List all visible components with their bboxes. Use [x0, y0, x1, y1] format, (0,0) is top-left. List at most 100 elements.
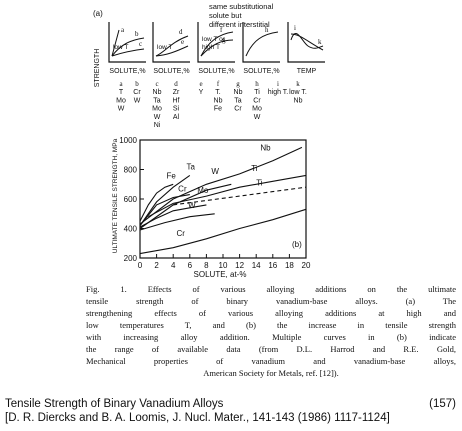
box-axes — [197, 22, 235, 63]
element-symbol: Ti — [254, 89, 260, 96]
column-head: i — [277, 80, 279, 88]
schematic-curve — [111, 37, 145, 57]
element-symbol: low T. — [289, 89, 307, 96]
element-symbol: Ta — [234, 97, 242, 104]
element-symbol: T — [119, 89, 124, 96]
element-symbol: Mo — [252, 106, 262, 113]
column-head: e — [199, 80, 202, 88]
curve-letter: d — [179, 28, 183, 36]
series-line — [139, 208, 307, 255]
curve-label: Ta — [186, 163, 195, 172]
box-note: low T — [113, 44, 128, 51]
panel-a-label: (a) — [93, 9, 103, 18]
x-axis-label: SOLUTE, at-% — [194, 270, 247, 279]
plot-frame — [139, 139, 307, 259]
series-line — [148, 174, 307, 218]
caption-line: American Society for Metals, ref. [12]). — [203, 368, 339, 378]
caption-line: Fig. 1. Effects of various alloying addi… — [86, 284, 456, 294]
element-symbol: W — [118, 106, 125, 113]
curve-label: Cr — [177, 229, 186, 238]
y-tick-label: 800 — [124, 166, 138, 175]
column-head: d — [174, 80, 178, 88]
element-symbol: Hf — [173, 97, 180, 104]
box-x-label: SOLUTE,% — [153, 68, 189, 75]
caption-line: with increasing alloy addition. Multiple… — [86, 332, 456, 342]
box-x-label: SOLUTE,% — [109, 68, 145, 75]
curve-letter: k — [318, 38, 322, 46]
box-note: high T — [202, 44, 220, 51]
series-line — [139, 204, 207, 228]
element-symbol: Cr — [234, 106, 242, 113]
curve-letter: a — [121, 26, 125, 34]
caption-line: Mechanical properties of vanadium and va… — [86, 356, 456, 366]
series-line — [139, 213, 215, 231]
panel-a-ylabel: STRENGTH — [94, 49, 101, 88]
column-head: f — [217, 80, 220, 88]
column-head: a — [119, 80, 123, 88]
schematic-curve — [290, 33, 324, 51]
x-tick-label: 12 — [235, 261, 244, 270]
element-symbol: Mo — [116, 97, 126, 104]
box-axes — [242, 22, 280, 63]
box-note: low T — [157, 44, 172, 51]
curve-letter: h — [265, 26, 269, 34]
schematic-curve — [200, 39, 234, 57]
caption-line: strengthening effects of various alloyin… — [86, 308, 456, 318]
column-head: c — [155, 80, 158, 88]
y-tick-label: 1000 — [119, 136, 137, 145]
element-symbol: Mo — [152, 106, 162, 113]
column-head: g — [236, 80, 240, 88]
element-symbol: W — [134, 97, 141, 104]
schematic-curve — [155, 35, 189, 57]
box-axes — [287, 22, 325, 63]
element-symbol: Zr — [173, 89, 180, 96]
x-tick-label: 8 — [204, 261, 209, 270]
schematic-curve — [200, 31, 234, 57]
curve-label: Nb — [260, 143, 271, 152]
x-tick-label: 10 — [219, 261, 228, 270]
x-tick-label: 4 — [171, 261, 176, 270]
curve-letter: b — [135, 30, 139, 38]
panel-b-axes: 0 2 4 6 8 10 12 14 16 18 20 200 400 600 800 1000 — [119, 136, 311, 270]
curve-label: Fe — [167, 171, 177, 180]
schematic-curve — [155, 45, 189, 57]
series-line — [139, 194, 190, 226]
curve-label: Ti — [256, 179, 263, 188]
schematic-curve — [111, 48, 145, 57]
column-head: k — [296, 80, 300, 88]
x-tick-label: 2 — [154, 261, 159, 270]
element-symbol: Cr — [133, 89, 141, 96]
curve-letter: f — [220, 26, 223, 34]
panel-b: ULTIMATE TENSILE STRENGTH, MPa SOLUTE, a… — [112, 136, 311, 279]
element-symbol: Nb — [153, 89, 162, 96]
curve-label: W — [211, 167, 219, 176]
slide-title: Tensile Strength of Binary Vanadium Allo… — [5, 398, 224, 410]
box-x-label: SOLUTE,% — [198, 68, 234, 75]
x-tick-label: 6 — [188, 261, 193, 270]
element-symbol: Y — [199, 89, 204, 96]
series-line — [139, 174, 191, 226]
curve-label: W — [188, 201, 196, 210]
element-symbol: high T. — [268, 89, 289, 96]
caption-line: tensile strength of binary vanadium-base… — [86, 296, 456, 306]
x-tick-label: 16 — [268, 261, 277, 270]
column-head: h — [255, 80, 259, 88]
box-x-label: SOLUTE,% — [243, 68, 279, 75]
annotation-line-1: same substitutional — [209, 2, 274, 11]
element-columns: aTMoWbCrWcNbTaMoWNidZrHfSiAleYfT.NbFegNb… — [116, 80, 307, 129]
annotation-line-3: different interstitial — [209, 20, 270, 29]
element-symbol: Cr — [253, 97, 261, 104]
element-symbol: Al — [173, 114, 180, 121]
x-tick-label: 0 — [138, 261, 143, 270]
curve-letter: e — [181, 38, 184, 46]
element-symbol: Nb — [294, 97, 303, 104]
caption-line: the range of available data (from D.L. H… — [86, 344, 456, 354]
element-symbol: W — [154, 114, 161, 121]
y-tick-label: 200 — [124, 254, 138, 263]
curve-letter: c — [139, 40, 142, 48]
box-axes — [108, 22, 146, 63]
schematic-curve — [111, 29, 120, 57]
curve-label: Ti — [251, 164, 258, 173]
